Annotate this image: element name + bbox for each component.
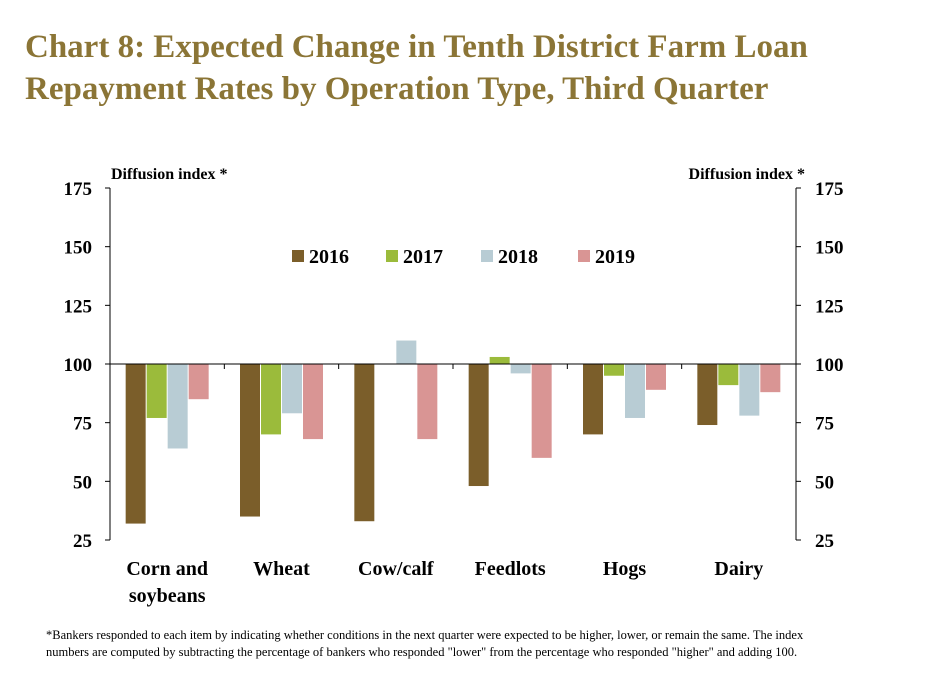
bar-2018-corn-and-soybeans [167,364,188,449]
footnote: *Bankers responded to each item by indic… [46,628,804,659]
y-tick-label-right: 100 [815,355,844,376]
bar-2019-wheat [303,364,323,440]
bar-2016-feedlots [468,364,489,487]
x-tick-label: Wheat [253,558,310,580]
y-tick-label-left: 150 [64,238,93,259]
x-tick-label: soybeans [129,585,206,607]
bar-2019-corn-and-soybeans [188,364,209,400]
bar-2016-corn-and-soybeans [125,364,146,524]
legend-label-2018: 2018 [498,246,538,268]
bar-2019-cow-calf [417,364,438,440]
bars-layer [125,340,781,524]
bar-2016-hogs [583,364,603,435]
legend: 2016 2017 2018 2019 [292,246,635,268]
y-tick-label-right: 150 [815,238,844,259]
y-tick-label-left: 125 [64,296,93,317]
y-tick-label-right: 25 [815,531,834,552]
bar-2019-feedlots [531,364,552,458]
legend-swatch-2017 [386,250,398,262]
y-tick-label-left: 175 [64,179,93,200]
bar-2019-dairy [760,364,781,393]
legend-label-2016: 2016 [309,246,349,268]
x-tick-label: Dairy [714,558,763,580]
legend-swatch-2016 [292,250,304,262]
bar-2018-feedlots [510,364,531,374]
y-axis-label-right: Diffusion index * [689,166,805,183]
y-axis-label-left: Diffusion index * [111,166,227,183]
axes-layer: 25 25 50 50 75 75 100 100 125 125 150 150 175 175 Corn… [64,179,844,607]
legend-swatch-2018 [481,250,493,262]
bar-2017-corn-and-soybeans [146,364,167,418]
bar-2017-feedlots [489,356,510,364]
y-tick-label-right: 50 [815,472,834,493]
x-tick-label: Corn and [126,558,208,580]
x-tick-label: Feedlots [475,558,546,580]
x-tick-label: Cow/calf [358,558,434,580]
legend-label-2019: 2019 [595,246,635,268]
y-tick-label-left: 25 [73,531,92,552]
legend-label-2017: 2017 [403,246,443,268]
legend-swatch-2019 [578,250,590,262]
y-tick-label-left: 100 [64,355,93,376]
bar-2017-wheat [261,364,281,435]
x-tick-label: Hogs [603,558,647,580]
bar-2018-dairy [739,364,760,416]
bar-2018-cow-calf [396,340,417,364]
bar-2018-wheat [282,364,302,414]
bar-2017-dairy [718,364,739,386]
bar-2016-dairy [697,364,718,426]
bar-2016-cow-calf [354,364,375,522]
y-tick-label-right: 75 [815,414,834,435]
bar-2017-hogs [604,364,624,376]
bar-2018-hogs [625,364,645,418]
y-tick-label-left: 50 [73,472,92,493]
chart-title: Chart 8: Expected Change in Tenth Distri… [25,29,808,107]
y-tick-label-right: 175 [815,179,844,200]
bar-2019-hogs [646,364,666,390]
bar-2016-wheat [240,364,260,517]
y-tick-label-right: 125 [815,296,844,317]
y-tick-label-left: 75 [73,414,92,435]
